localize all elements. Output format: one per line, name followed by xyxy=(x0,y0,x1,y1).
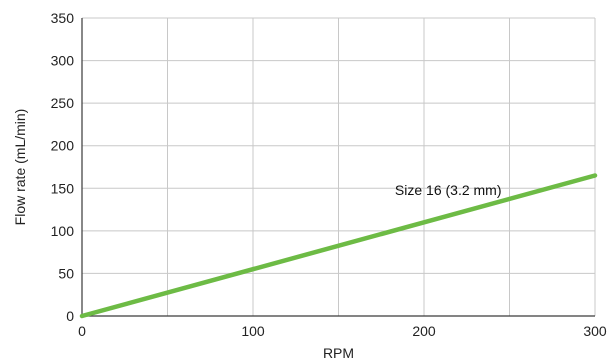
grid xyxy=(82,17,596,316)
y-axis-label: Flow rate (mL/min) xyxy=(12,109,28,226)
y-tick-label: 350 xyxy=(51,10,75,26)
annotations: Size 16 (3.2 mm) xyxy=(395,182,502,198)
x-tick-label: 0 xyxy=(78,323,86,339)
y-tick-label: 200 xyxy=(51,138,75,154)
y-tick-label: 300 xyxy=(51,53,75,69)
y-tick-label: 0 xyxy=(66,308,74,324)
y-tick-label: 150 xyxy=(51,180,75,196)
tick-labels: 0 50 100 150 200 250 300 350 0 100 200 300 xyxy=(51,10,607,339)
y-tick-label: 250 xyxy=(51,95,75,111)
x-tick-label: 100 xyxy=(241,323,265,339)
axes xyxy=(81,18,595,317)
series-layer xyxy=(79,173,598,319)
x-tick-label: 200 xyxy=(412,323,436,339)
x-tick-label: 300 xyxy=(583,323,607,339)
x-axis-label: RPM xyxy=(323,345,354,361)
series-annotation-label: Size 16 (3.2 mm) xyxy=(395,182,502,198)
y-tick-label: 50 xyxy=(58,265,74,281)
y-tick-label: 100 xyxy=(51,223,75,239)
series-line xyxy=(79,173,598,319)
